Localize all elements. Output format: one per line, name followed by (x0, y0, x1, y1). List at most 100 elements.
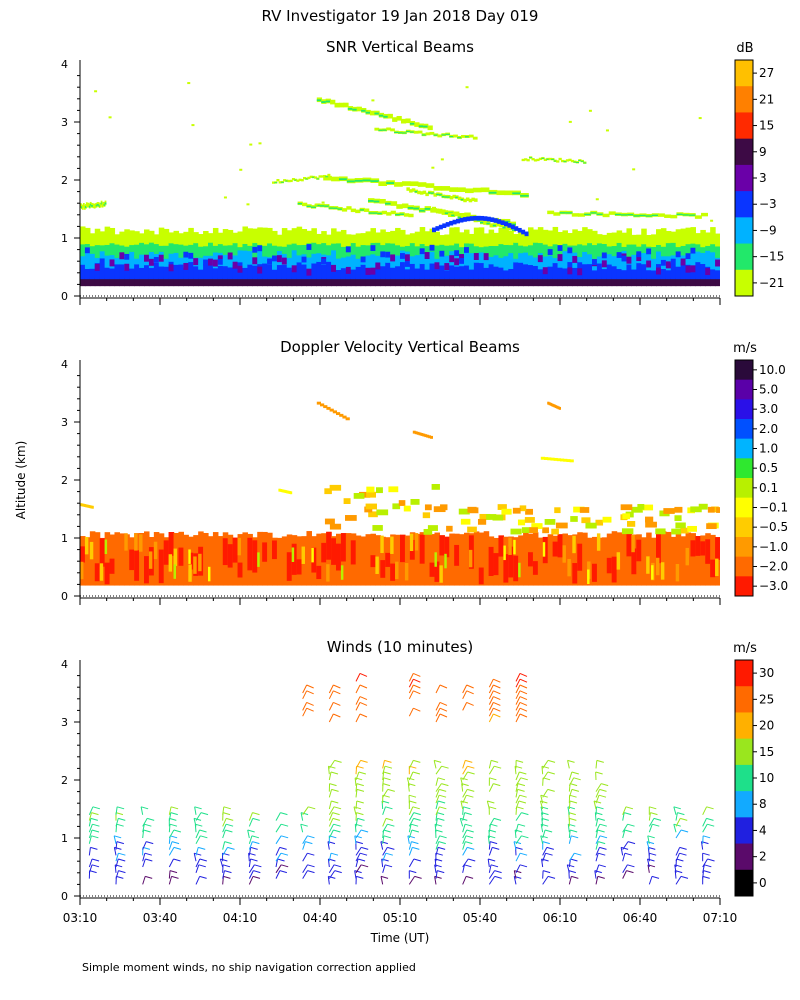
wind-barb (275, 812, 281, 821)
snr-cell (247, 228, 253, 246)
snr-cell (651, 258, 657, 271)
doppler-cell (212, 532, 219, 586)
snr-cell (562, 230, 568, 244)
snr-cell (413, 207, 420, 210)
wind-barb (488, 841, 491, 850)
snr-cell (301, 244, 308, 255)
doppler-cell (645, 516, 654, 523)
doppler-cell (557, 406, 560, 410)
doppler-cell (188, 549, 191, 564)
wind-barb (460, 800, 464, 810)
wind-barb (515, 800, 520, 810)
doppler-cell (208, 566, 211, 582)
doppler-cell (563, 458, 568, 462)
wind-barb (515, 684, 521, 694)
snr-cell (404, 268, 411, 280)
doppler-cell (286, 490, 289, 494)
wind-barb-feather (280, 823, 289, 827)
doppler-cell (444, 536, 450, 586)
wind-barb (408, 707, 414, 717)
snr-cell (461, 134, 466, 138)
wind-barb (435, 783, 442, 792)
wind-barb (567, 806, 570, 815)
wind-barb-feather (460, 777, 468, 781)
doppler-cell (124, 533, 128, 551)
snr-cell (432, 227, 436, 233)
doppler-cell (695, 535, 701, 586)
snr-cell (377, 212, 383, 215)
doppler-cell (573, 506, 585, 513)
wind-barb-feather (307, 864, 315, 868)
wind-barb-feather (330, 771, 339, 775)
snr-cell (547, 249, 554, 255)
x-tick-label: 05:10 (383, 911, 418, 925)
snr-cell (584, 213, 592, 216)
snr-cell (532, 229, 539, 243)
doppler-cell (158, 549, 165, 584)
snr-cell (468, 233, 475, 244)
snr-cell (454, 212, 459, 217)
y-tick-label: 3 (61, 416, 68, 429)
snr-cell (557, 278, 564, 287)
snr-cell (212, 259, 219, 267)
wind-barb-feather (596, 806, 604, 810)
wind-barb (515, 702, 521, 711)
doppler-cell (350, 540, 357, 565)
snr-cell (242, 278, 248, 287)
doppler-cell (572, 535, 576, 554)
wind-barb (408, 812, 415, 821)
snr-cell (188, 227, 194, 245)
snr-cell (324, 205, 330, 207)
snr-cell (641, 278, 647, 287)
snr-cell (498, 243, 504, 258)
snr-cell (478, 251, 485, 264)
wind-barb (488, 690, 494, 700)
wind-barb (222, 847, 228, 856)
wind-barb (513, 870, 517, 879)
snr-cell (587, 278, 593, 287)
snr-cell (478, 278, 485, 287)
snr-cell (488, 229, 495, 247)
doppler-cell (85, 504, 88, 508)
snr-colorbar-unit: dB (736, 41, 753, 56)
snr-cell (557, 231, 564, 246)
doppler-cell (296, 559, 303, 575)
snr-cell (547, 266, 554, 280)
wind-barb-feather (280, 852, 289, 856)
wind-barb (408, 829, 413, 839)
doppler-cell (483, 531, 490, 586)
snr-cell (419, 191, 424, 195)
wind-barb-feather (490, 864, 499, 868)
wind-barb-feather (676, 858, 684, 862)
wind-barb (434, 876, 437, 885)
snr-cell (227, 278, 234, 287)
wind-barb-feather (541, 858, 549, 862)
wind-barb-feather (300, 823, 308, 827)
wind-barb-feather (409, 800, 417, 804)
snr-cell (153, 262, 160, 280)
wind-barb (702, 823, 708, 833)
snr-cell (601, 252, 608, 259)
x-tick-label: 04:10 (223, 911, 258, 925)
wind-barb (675, 853, 680, 862)
doppler-cell (637, 503, 645, 510)
snr-cell (203, 278, 209, 287)
snr-cell (94, 203, 97, 208)
doppler-cell (366, 486, 375, 493)
wind-barb-feather (306, 707, 314, 712)
wind-barb (355, 702, 361, 711)
snr-cell (414, 122, 420, 127)
snr-cell (486, 222, 491, 225)
doppler-cell (651, 537, 657, 586)
doppler-cell (80, 561, 84, 580)
doppler-cell (555, 522, 568, 529)
snr-cell (296, 278, 303, 287)
doppler-cell (467, 506, 477, 513)
snr-cell (473, 245, 480, 254)
wind-barb (248, 818, 254, 827)
colorbar-segment (735, 497, 753, 518)
wind-barb-feather (466, 690, 474, 695)
snr-cell (360, 233, 367, 246)
snr-cell (396, 204, 403, 209)
doppler-cell (553, 457, 558, 461)
